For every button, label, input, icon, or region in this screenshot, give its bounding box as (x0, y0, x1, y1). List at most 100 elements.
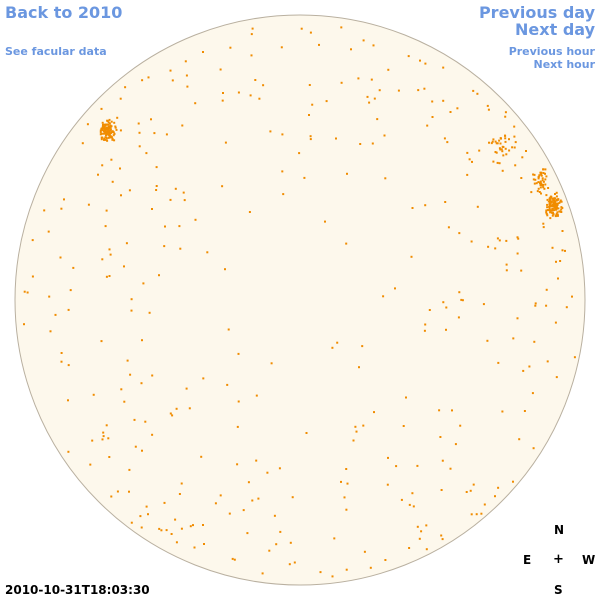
facula-dot (440, 535, 442, 537)
facula-dot (548, 201, 550, 203)
facula-dot (539, 191, 541, 193)
next-hour-link[interactable]: Next hour (534, 58, 596, 71)
facula-dot (478, 150, 480, 152)
facula-dot (144, 421, 146, 423)
facula-dot (540, 183, 542, 185)
facula-dot (504, 116, 506, 118)
facula-dot (141, 382, 143, 384)
facula-dot (340, 26, 342, 28)
facula-dot (262, 572, 264, 574)
facula-dot (228, 329, 230, 331)
facula-dot (220, 494, 222, 496)
facula-dot (540, 181, 542, 183)
back-to-year-link[interactable]: Back to 2010 (5, 3, 122, 22)
facula-dot (450, 111, 452, 113)
facula-dot (63, 198, 65, 200)
facula-dot (117, 491, 119, 493)
facula-dot (176, 541, 178, 543)
facula-dot (556, 195, 558, 197)
facula-dot (497, 162, 499, 164)
facula-dot (345, 243, 347, 245)
facula-dot (160, 529, 162, 531)
facula-dot (446, 141, 448, 143)
facula-dot (268, 550, 270, 552)
facula-dot (542, 168, 544, 170)
facula-dot (555, 261, 557, 263)
facula-dot (113, 122, 115, 124)
facula-dot (103, 435, 105, 437)
facula-dot (532, 392, 534, 394)
facula-dot (32, 239, 34, 241)
facula-dot (135, 446, 137, 448)
facula-dot (148, 76, 150, 78)
facula-dot (128, 491, 130, 493)
facula-dot (141, 527, 143, 529)
facula-dot (105, 137, 107, 139)
facula-dot (238, 92, 240, 94)
facula-dot (488, 142, 490, 144)
facula-dot (528, 366, 530, 368)
facula-dot (104, 133, 106, 135)
facula-dot (358, 366, 360, 368)
facula-dot (394, 287, 396, 289)
facula-dot (374, 98, 376, 100)
facula-dot (424, 204, 426, 206)
facula-dot (525, 150, 527, 152)
facula-dot (238, 353, 240, 355)
facula-dot (308, 114, 310, 116)
facula-dot (502, 170, 504, 172)
facula-dot (156, 185, 158, 187)
facula-dot (445, 329, 447, 331)
facula-dot (413, 505, 415, 507)
facula-dot (170, 70, 172, 72)
facula-dot (222, 100, 224, 102)
facula-dot (255, 460, 257, 462)
facula-dot (170, 199, 172, 201)
facula-dot (101, 137, 103, 139)
facula-dot (32, 276, 34, 278)
facula-dot (346, 173, 348, 175)
next-day-link[interactable]: Next day (515, 20, 595, 39)
facula-dot (120, 98, 122, 100)
facula-dot (549, 217, 551, 219)
facula-dot (539, 172, 541, 174)
facula-dot (294, 562, 296, 564)
facula-dot (112, 181, 114, 183)
facula-dot (87, 123, 89, 125)
facula-dot (470, 490, 472, 492)
facula-dot (93, 394, 95, 396)
facula-dot (552, 247, 554, 249)
facula-dot (521, 156, 523, 158)
facula-dot (181, 125, 183, 127)
facula-dot (166, 133, 168, 135)
facula-dot (111, 121, 113, 123)
facula-dot (250, 94, 252, 96)
facula-dot (61, 352, 63, 354)
facula-dot (104, 130, 106, 132)
facula-dot (269, 130, 271, 132)
facula-dot (556, 192, 558, 194)
facula-dot (564, 250, 566, 252)
compass-east-label: E (523, 553, 531, 567)
facula-dot (226, 384, 228, 386)
facula-dot (512, 481, 514, 483)
facula-dot (257, 498, 259, 500)
facula-dot (262, 84, 264, 86)
facula-dot (486, 340, 488, 342)
facula-dot (195, 219, 197, 221)
facula-dot (501, 411, 503, 413)
facula-dot (409, 504, 411, 506)
facula-dot (215, 502, 217, 504)
facula-dot (553, 213, 555, 215)
facula-dot (562, 230, 564, 232)
facula-dot (419, 538, 421, 540)
previous-hour-link[interactable]: Previous hour (509, 45, 595, 58)
facula-dot (466, 491, 468, 493)
facula-dot (179, 493, 181, 495)
facula-dot (538, 188, 540, 190)
see-facular-data-link[interactable]: See facular data (5, 45, 107, 58)
facula-dot (234, 559, 236, 561)
facula-dot (186, 388, 188, 390)
facula-dot (141, 339, 143, 341)
facula-dot (266, 472, 268, 474)
